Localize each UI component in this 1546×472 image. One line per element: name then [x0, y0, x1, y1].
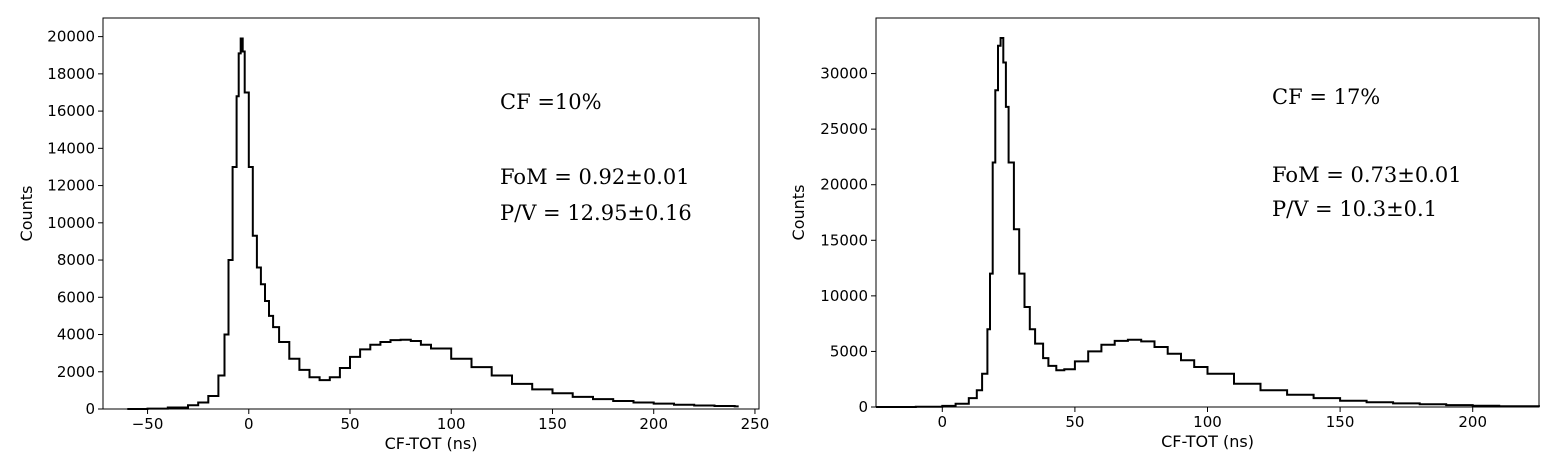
y-tick-label: 30000 [820, 65, 868, 83]
y-tick-label: 5000 [830, 342, 868, 360]
plot-frame [875, 17, 1540, 408]
y-tick-label: 14000 [47, 139, 95, 157]
x-axis-label: CF-TOT (ns) [1161, 432, 1254, 451]
y-tick-label: 2000 [57, 363, 95, 381]
y-tick-label: 18000 [47, 65, 95, 83]
x-tick-label: 100 [437, 415, 466, 433]
y-tick-label: 10000 [47, 214, 95, 232]
histogram-series-0 [876, 37, 1540, 408]
x-tick-label: 200 [1458, 413, 1487, 431]
y-tick-label: 16000 [47, 102, 95, 120]
chart-left: −50 0 50 100 150 200 250 0 2000 4000 6000 8000 10000… [17, 17, 770, 453]
pv-annotation: P/V = 10.3±0.1 [1272, 197, 1437, 221]
y-tick-label: 10000 [820, 287, 868, 305]
x-tick-label: 200 [639, 415, 668, 433]
x-tick-label: 100 [1193, 413, 1222, 431]
chart-right: 0 50 100 150 200 0 5000 10000 15000 20000 25000 300… [789, 17, 1540, 451]
y-tick-label: 12000 [47, 177, 95, 195]
histogram-series-0 [127, 37, 739, 410]
y-tick-label: 4000 [57, 326, 95, 344]
y-axis-label: Counts [789, 185, 808, 241]
y-axis-label: Counts [17, 186, 36, 242]
cf-annotation: CF = 17% [1272, 85, 1380, 109]
y-tick-label: 0 [85, 400, 95, 418]
pv-annotation: P/V = 12.95±0.16 [500, 201, 692, 225]
y-tick-label: 8000 [57, 251, 95, 269]
fom-annotation: FoM = 0.73±0.01 [1272, 163, 1462, 187]
y-tick-label: 0 [858, 398, 868, 416]
y-tick-label: 6000 [57, 288, 95, 306]
x-tick-label: 0 [244, 415, 254, 433]
x-tick-label: 0 [938, 413, 948, 431]
x-axis-label: CF-TOT (ns) [385, 434, 478, 453]
x-tick-label: 150 [538, 415, 567, 433]
plot-frame [102, 17, 760, 410]
y-tick-label: 15000 [820, 231, 868, 249]
x-tick-label: 150 [1326, 413, 1355, 431]
cf-annotation: CF =10% [500, 90, 602, 114]
fom-annotation: FoM = 0.92±0.01 [500, 165, 690, 189]
x-tick-label: 50 [1065, 413, 1084, 431]
y-tick-label: 20000 [820, 176, 868, 194]
y-tick-label: 25000 [820, 120, 868, 138]
x-tick-label: 50 [340, 415, 359, 433]
y-tick-label: 20000 [47, 28, 95, 46]
x-tick-label: −50 [132, 415, 164, 433]
x-tick-label: 250 [741, 415, 770, 433]
